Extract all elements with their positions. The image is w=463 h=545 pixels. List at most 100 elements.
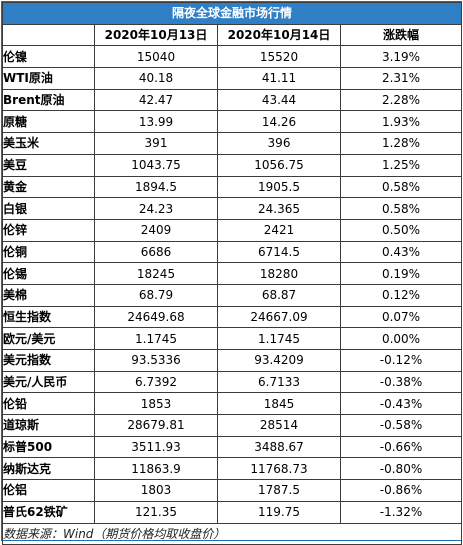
row-name-cell: 伦铝 xyxy=(2,479,95,502)
table-row: 美元/人民币 6.7392 6.7133 -0.38% xyxy=(2,370,463,394)
header-name-cell xyxy=(2,23,95,47)
title-row: 隔夜全球金融市场行情 xyxy=(1,2,463,25)
row-name-cell: 伦镍 xyxy=(2,45,95,69)
row-change-cell: 2.28% xyxy=(339,88,463,112)
table-title: 隔夜全球金融市场行情 xyxy=(1,2,463,25)
table-row: 伦铅 1853 1845 -0.43% xyxy=(2,392,463,416)
row-name-cell: 美豆 xyxy=(2,153,95,177)
row-value-date2-cell: 1905.5 xyxy=(217,175,341,199)
row-value-date1-cell: 42.47 xyxy=(94,88,218,112)
row-change-cell: 0.58% xyxy=(339,175,463,199)
row-value-date1-cell: 18245 xyxy=(94,262,218,285)
row-value-date1-cell: 391 xyxy=(94,132,218,155)
row-value-date1-cell: 6686 xyxy=(94,240,218,264)
row-change-cell: 0.07% xyxy=(339,305,463,329)
table-row: 道琼斯 28679.81 28514 -0.58% xyxy=(2,414,463,437)
row-change-cell: 0.50% xyxy=(339,218,463,242)
table-row: 伦锌 2409 2421 0.50% xyxy=(2,218,463,242)
table-row: 美棉 68.79 68.87 0.12% xyxy=(2,283,463,307)
row-value-date1-cell: 13.99 xyxy=(94,110,218,134)
row-change-cell: 0.43% xyxy=(339,240,463,264)
row-change-cell: 0.58% xyxy=(339,197,463,220)
row-value-date2-cell: 3488.67 xyxy=(217,435,341,459)
table-row: 纳斯达克 11863.9 11768.73 -0.80% xyxy=(2,457,463,481)
row-value-date1-cell: 28679.81 xyxy=(94,414,218,437)
row-value-date1-cell: 40.18 xyxy=(94,67,218,90)
row-name-cell: 原糖 xyxy=(2,110,95,134)
row-name-cell: 伦铜 xyxy=(2,240,95,264)
table-body: 伦镍 15040 15520 3.19% WTI原油 40.18 41.11 2.31% Bre… xyxy=(2,45,463,524)
source-note: 数据来源：Wind（期货价格均取收盘价） xyxy=(1,522,463,545)
header-change: 涨跌幅 xyxy=(339,23,463,47)
row-change-cell: -0.38% xyxy=(339,370,463,394)
row-value-date1-cell: 24649.68 xyxy=(94,305,218,329)
header-date1: 2020年10月13日 xyxy=(94,23,218,47)
row-value-date2-cell: 41.11 xyxy=(217,67,341,90)
row-change-cell: 0.19% xyxy=(339,262,463,285)
row-value-date2-cell: 11768.73 xyxy=(217,457,341,481)
row-value-date1-cell: 24.23 xyxy=(94,197,218,220)
row-value-date1-cell: 68.79 xyxy=(94,283,218,307)
row-change-cell: -0.66% xyxy=(339,435,463,459)
row-change-cell: -0.58% xyxy=(339,414,463,437)
row-value-date1-cell: 121.35 xyxy=(94,500,218,524)
row-name-cell: 道琼斯 xyxy=(2,414,95,437)
row-value-date2-cell: 28514 xyxy=(217,414,341,437)
row-value-date1-cell: 93.5336 xyxy=(94,349,218,372)
table-row: 美元指数 93.5336 93.4209 -0.12% xyxy=(2,349,463,372)
row-change-cell: 1.28% xyxy=(339,132,463,155)
table-row: 伦铜 6686 6714.5 0.43% xyxy=(2,240,463,264)
row-name-cell: WTI原油 xyxy=(2,67,95,90)
row-change-cell: 0.00% xyxy=(339,327,463,350)
row-change-cell: 1.25% xyxy=(339,153,463,177)
row-value-date2-cell: 15520 xyxy=(217,45,341,69)
row-name-cell: 美玉米 xyxy=(2,132,95,155)
row-value-date1-cell: 3511.93 xyxy=(94,435,218,459)
row-value-date1-cell: 1043.75 xyxy=(94,153,218,177)
table-row: WTI原油 40.18 41.11 2.31% xyxy=(2,67,463,90)
table-row: 恒生指数 24649.68 24667.09 0.07% xyxy=(2,305,463,329)
row-value-date2-cell: 1.1745 xyxy=(217,327,341,350)
row-name-cell: 美棉 xyxy=(2,283,95,307)
row-name-cell: 欧元/美元 xyxy=(2,327,95,350)
row-value-date2-cell: 2421 xyxy=(217,218,341,242)
row-value-date2-cell: 43.44 xyxy=(217,88,341,112)
row-change-cell: 0.12% xyxy=(339,283,463,307)
row-change-cell: -0.86% xyxy=(339,479,463,502)
row-value-date2-cell: 6714.5 xyxy=(217,240,341,264)
table-row: 伦镍 15040 15520 3.19% xyxy=(2,45,463,69)
table-row: Brent原油 42.47 43.44 2.28% xyxy=(2,88,463,112)
row-name-cell: 美元/人民币 xyxy=(2,370,95,394)
row-value-date1-cell: 1803 xyxy=(94,479,218,502)
row-value-date2-cell: 1787.5 xyxy=(217,479,341,502)
row-value-date2-cell: 14.26 xyxy=(217,110,341,134)
row-value-date2-cell: 6.7133 xyxy=(217,370,341,394)
row-change-cell: -1.32% xyxy=(339,500,463,524)
row-change-cell: 1.93% xyxy=(339,110,463,134)
row-value-date2-cell: 119.75 xyxy=(217,500,341,524)
row-value-date2-cell: 24.365 xyxy=(217,197,341,220)
table-row: 白银 24.23 24.365 0.58% xyxy=(2,197,463,220)
row-value-date1-cell: 1894.5 xyxy=(94,175,218,199)
table-row: 伦锡 18245 18280 0.19% xyxy=(2,262,463,285)
table-row: 普氏62铁矿 121.35 119.75 -1.32% xyxy=(2,500,463,524)
row-change-cell: -0.12% xyxy=(339,349,463,372)
header-row: 2020年10月13日 2020年10月14日 涨跌幅 xyxy=(2,23,463,47)
table-row: 美豆 1043.75 1056.75 1.25% xyxy=(2,153,463,177)
row-value-date2-cell: 396 xyxy=(217,132,341,155)
row-name-cell: 纳斯达克 xyxy=(2,457,95,481)
row-name-cell: 伦锡 xyxy=(2,262,95,285)
table-row: 原糖 13.99 14.26 1.93% xyxy=(2,110,463,134)
row-value-date2-cell: 24667.09 xyxy=(217,305,341,329)
row-name-cell: 伦锌 xyxy=(2,218,95,242)
source-row: 数据来源：Wind（期货价格均取收盘价） xyxy=(1,522,463,545)
table-row: 伦铝 1803 1787.5 -0.86% xyxy=(2,479,463,502)
row-value-date2-cell: 68.87 xyxy=(217,283,341,307)
header-date2: 2020年10月14日 xyxy=(217,23,341,47)
row-change-cell: -0.80% xyxy=(339,457,463,481)
row-value-date2-cell: 1056.75 xyxy=(217,153,341,177)
row-value-date1-cell: 2409 xyxy=(94,218,218,242)
row-name-cell: 恒生指数 xyxy=(2,305,95,329)
